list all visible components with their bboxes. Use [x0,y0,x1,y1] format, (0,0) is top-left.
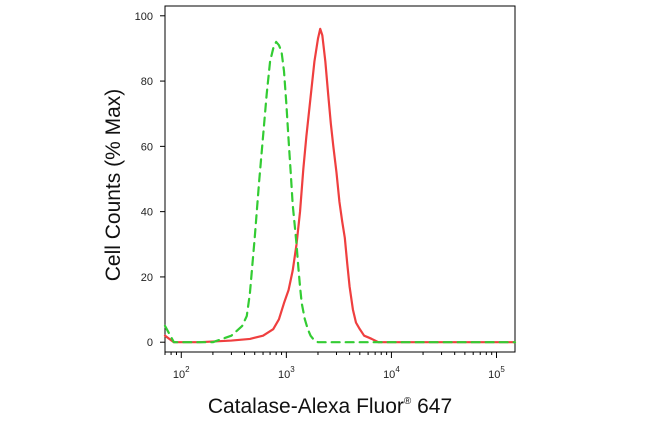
y-axis-label: Cell Counts (% Max) [102,89,125,282]
series-line-red-solid [163,27,517,344]
y-tick-label: 40 [141,207,153,219]
x-axis-label: Catalase-Alexa Fluor® 647 [208,395,452,418]
y-tick-label: 20 [141,272,153,284]
axis-ticks: 0 20 40 60 80 100 102 103 104 105 [135,11,506,381]
x-axis-label-main: Catalase-Alexa Fluor [208,395,404,418]
y-tick-label: 60 [141,141,153,153]
y-tick-label: 80 [141,76,153,88]
series-layer [163,27,517,344]
x-tick-label: 102 [173,365,190,381]
x-axis-label-registered: ® [404,396,412,407]
plot-border [164,5,516,353]
x-tick-label: 103 [278,365,295,381]
x-tick-label: 104 [383,365,400,381]
plot-frame [164,5,516,353]
x-tick-label: 105 [488,365,505,381]
y-tick-label: 100 [135,11,153,23]
y-tick-label: 0 [147,337,153,349]
x-axis-label-suffix: 647 [411,395,452,418]
series-line-green-dashed [163,40,517,344]
